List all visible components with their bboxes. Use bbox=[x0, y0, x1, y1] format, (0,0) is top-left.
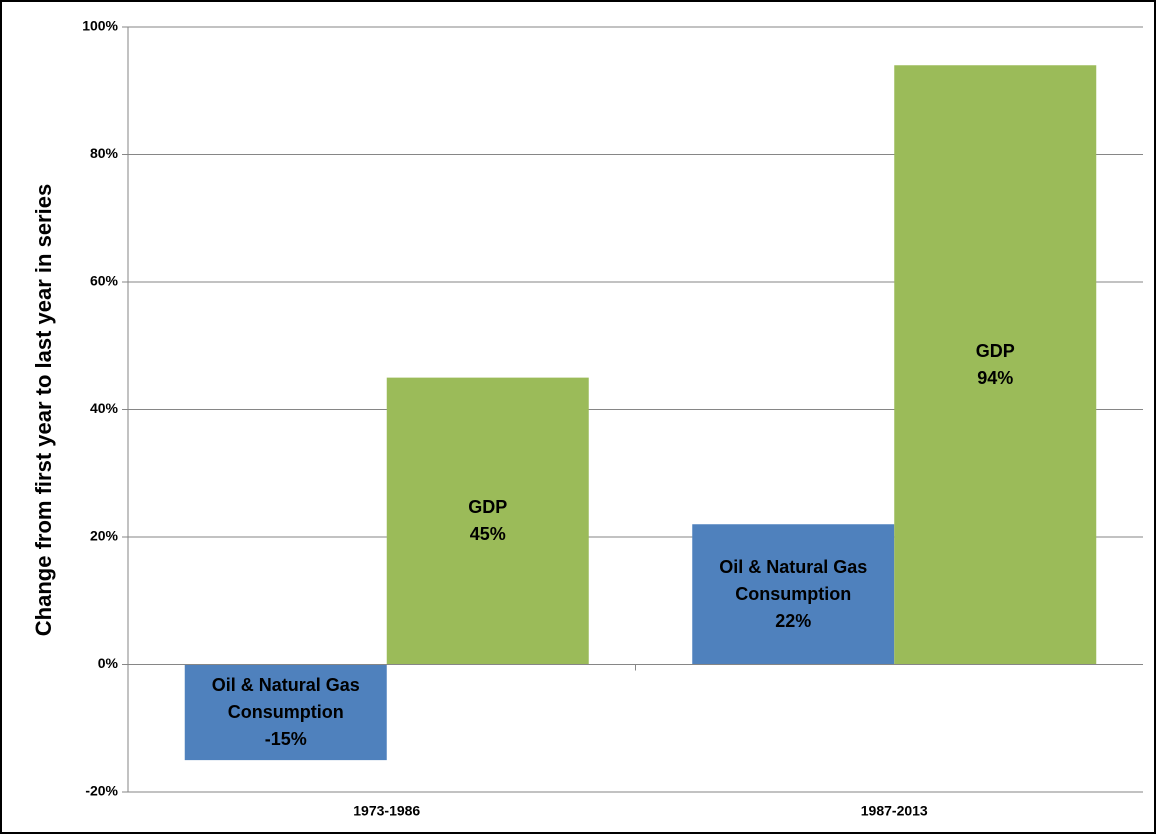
bar bbox=[386, 377, 589, 665]
x-tick-label: 1973-1986 bbox=[353, 803, 420, 819]
y-tick-label: -20% bbox=[85, 783, 118, 799]
data-label: Oil & Natural Gas Consumption 22% bbox=[692, 524, 894, 664]
data-label: GDP 45% bbox=[387, 378, 589, 665]
data-label-name: Oil & Natural Gas Consumption bbox=[719, 556, 868, 604]
y-tick-label: 80% bbox=[90, 145, 119, 161]
data-label-value: 94% bbox=[977, 367, 1014, 388]
bar bbox=[184, 664, 387, 761]
data-label: GDP 94% bbox=[894, 65, 1096, 664]
y-tick-label: 60% bbox=[90, 273, 119, 289]
y-tick-label: 40% bbox=[90, 400, 119, 416]
data-label-name: GDP bbox=[468, 497, 508, 518]
data-label-name: GDP bbox=[975, 340, 1015, 361]
y-tick-label: 100% bbox=[82, 18, 118, 34]
x-tick-label: 1987-2013 bbox=[861, 803, 928, 819]
y-tick-label: 20% bbox=[90, 528, 119, 544]
data-label: Oil & Natural Gas Consumption -15% bbox=[185, 665, 387, 761]
data-label-value: 45% bbox=[469, 524, 506, 545]
data-label-value: 22% bbox=[775, 610, 812, 631]
data-label-value: -15% bbox=[264, 728, 307, 749]
y-tick-label: 0% bbox=[98, 655, 119, 671]
y-axis-label: Change from first year to last year in s… bbox=[31, 184, 56, 636]
data-label-name: Oil & Natural Gas Consumption bbox=[211, 674, 360, 722]
bar bbox=[894, 65, 1097, 665]
bar bbox=[692, 524, 895, 665]
